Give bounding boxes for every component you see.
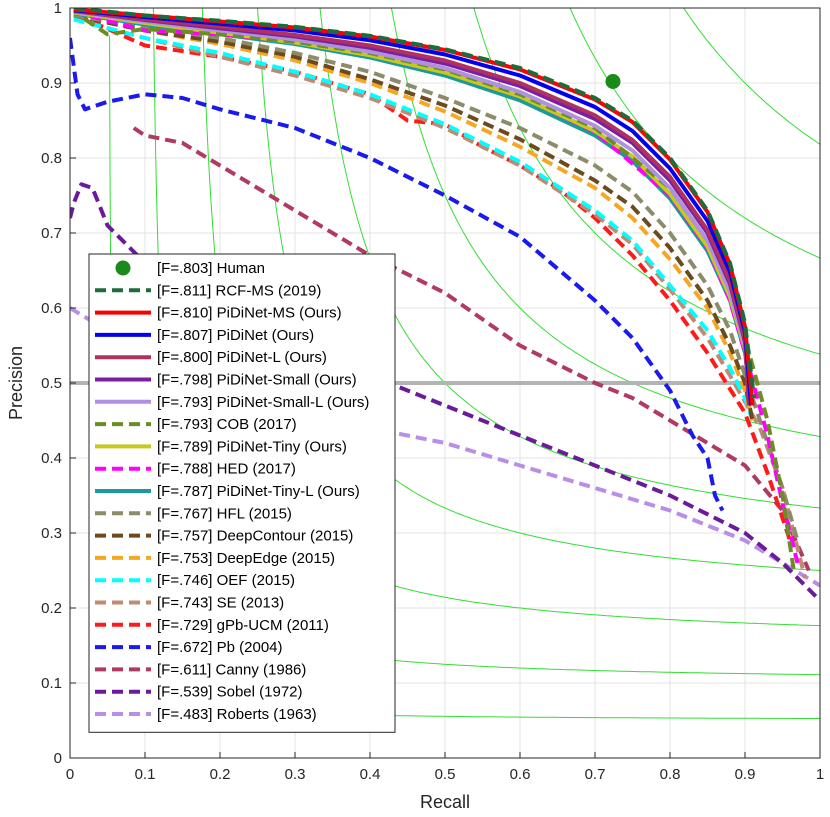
x-tick-label: 0.1 — [135, 766, 156, 783]
x-tick-label: 0.3 — [285, 766, 306, 783]
series-line-16 — [70, 37, 725, 512]
series-line-3 — [73, 9, 751, 406]
y-axis-title: Precision — [6, 346, 26, 420]
legend-label-12: [F=.753] DeepEdge (2015) — [157, 550, 335, 567]
legend-label-15: [F=.729] gPb-UCM (2011) — [157, 617, 329, 634]
iso-f-curve — [390, 8, 820, 438]
legend-label-6: [F=.793] COB (2017) — [157, 416, 297, 433]
legend-label-18: [F=.539] Sobel (1972) — [157, 684, 303, 701]
legend-label-11: [F=.757] DeepContour (2015) — [157, 528, 353, 545]
y-tick-label: 0.5 — [41, 375, 62, 392]
legend-label-14: [F=.743] SE (2013) — [157, 595, 284, 612]
series-line-15 — [76, 13, 792, 542]
y-tick-label: 0.3 — [41, 525, 62, 542]
legend-label-3: [F=.800] PiDiNet-L (Ours) — [157, 349, 327, 366]
y-tick-label: 0.6 — [41, 300, 62, 317]
legend-label-8: [F=.788] HED (2017) — [157, 461, 296, 478]
legend-label-9: [F=.787] PiDiNet-Tiny-L (Ours) — [157, 483, 360, 500]
x-tick-label: 0.9 — [735, 766, 756, 783]
series-line-13 — [73, 17, 755, 422]
x-tick-label: 0.8 — [660, 766, 681, 783]
legend-label-16: [F=.672] Pb (2004) — [157, 639, 283, 656]
x-tick-label: 1 — [816, 766, 824, 783]
series-group — [70, 8, 820, 602]
y-tick-label: 0.9 — [41, 75, 62, 92]
x-tick-label: 0.2 — [210, 766, 231, 783]
series-line-0 — [73, 8, 756, 399]
legend-label-0: [F=.811] RCF-MS (2019) — [157, 282, 321, 299]
x-tick-label: 0 — [66, 766, 74, 783]
y-tick-label: 1 — [54, 0, 62, 17]
legend-label-19: [F=.483] Roberts (1963) — [157, 706, 317, 723]
legend: [F=.803] Human [F=.811] RCF-MS (2019) [F=.… — [88, 253, 396, 733]
human-point — [605, 74, 621, 89]
axis-ticks: 0 0.1 0.2 0.3 0.4 0.5 0.6 0.7 0.8 0.9 1 0 0.1 0.2 0.3 0… — [41, 0, 824, 783]
legend-label-4: [F=.798] PiDiNet-Small (Ours) — [157, 372, 357, 389]
y-tick-label: 0 — [54, 750, 62, 767]
x-tick-label: 0.6 — [510, 766, 531, 783]
legend-label-2: [F=.807] PiDiNet (Ours) — [157, 327, 314, 344]
y-tick-label: 0.1 — [41, 675, 62, 692]
human-marker-group — [605, 74, 621, 89]
y-tick-label: 0.4 — [41, 450, 62, 467]
legend-label-1: [F=.810] PiDiNet-MS (Ours) — [157, 305, 342, 322]
legend-label-human: [F=.803] Human — [157, 260, 265, 277]
legend-label-13: [F=.746] OEF (2015) — [157, 572, 295, 589]
series-line-7 — [73, 10, 751, 384]
series-line-12 — [73, 13, 755, 421]
series-line-2 — [73, 8, 753, 406]
legend-label-17: [F=.611] Canny (1986) — [157, 661, 306, 678]
legend-marker-human — [115, 260, 131, 276]
y-tick-label: 0.8 — [41, 150, 62, 167]
x-axis-title: Recall — [420, 792, 470, 812]
x-tick-label: 0.5 — [435, 766, 456, 783]
series-line-14 — [73, 17, 807, 579]
series-line-11 — [73, 13, 755, 421]
x-tick-label: 0.7 — [585, 766, 606, 783]
legend-label-5: [F=.793] PiDiNet-Small-L (Ours) — [157, 394, 369, 411]
series-line-5 — [73, 9, 751, 399]
series-line-17 — [132, 126, 811, 572]
iso-f-curve — [683, 8, 820, 145]
series-line-6 — [83, 17, 796, 571]
legend-label-10: [F=.767] HFL (2015) — [157, 505, 292, 522]
y-tick-label: 0.7 — [41, 225, 62, 242]
x-tick-label: 0.4 — [360, 766, 381, 783]
y-tick-label: 0.2 — [41, 600, 62, 617]
legend-label-7: [F=.789] PiDiNet-Tiny (Ours) — [157, 438, 347, 455]
